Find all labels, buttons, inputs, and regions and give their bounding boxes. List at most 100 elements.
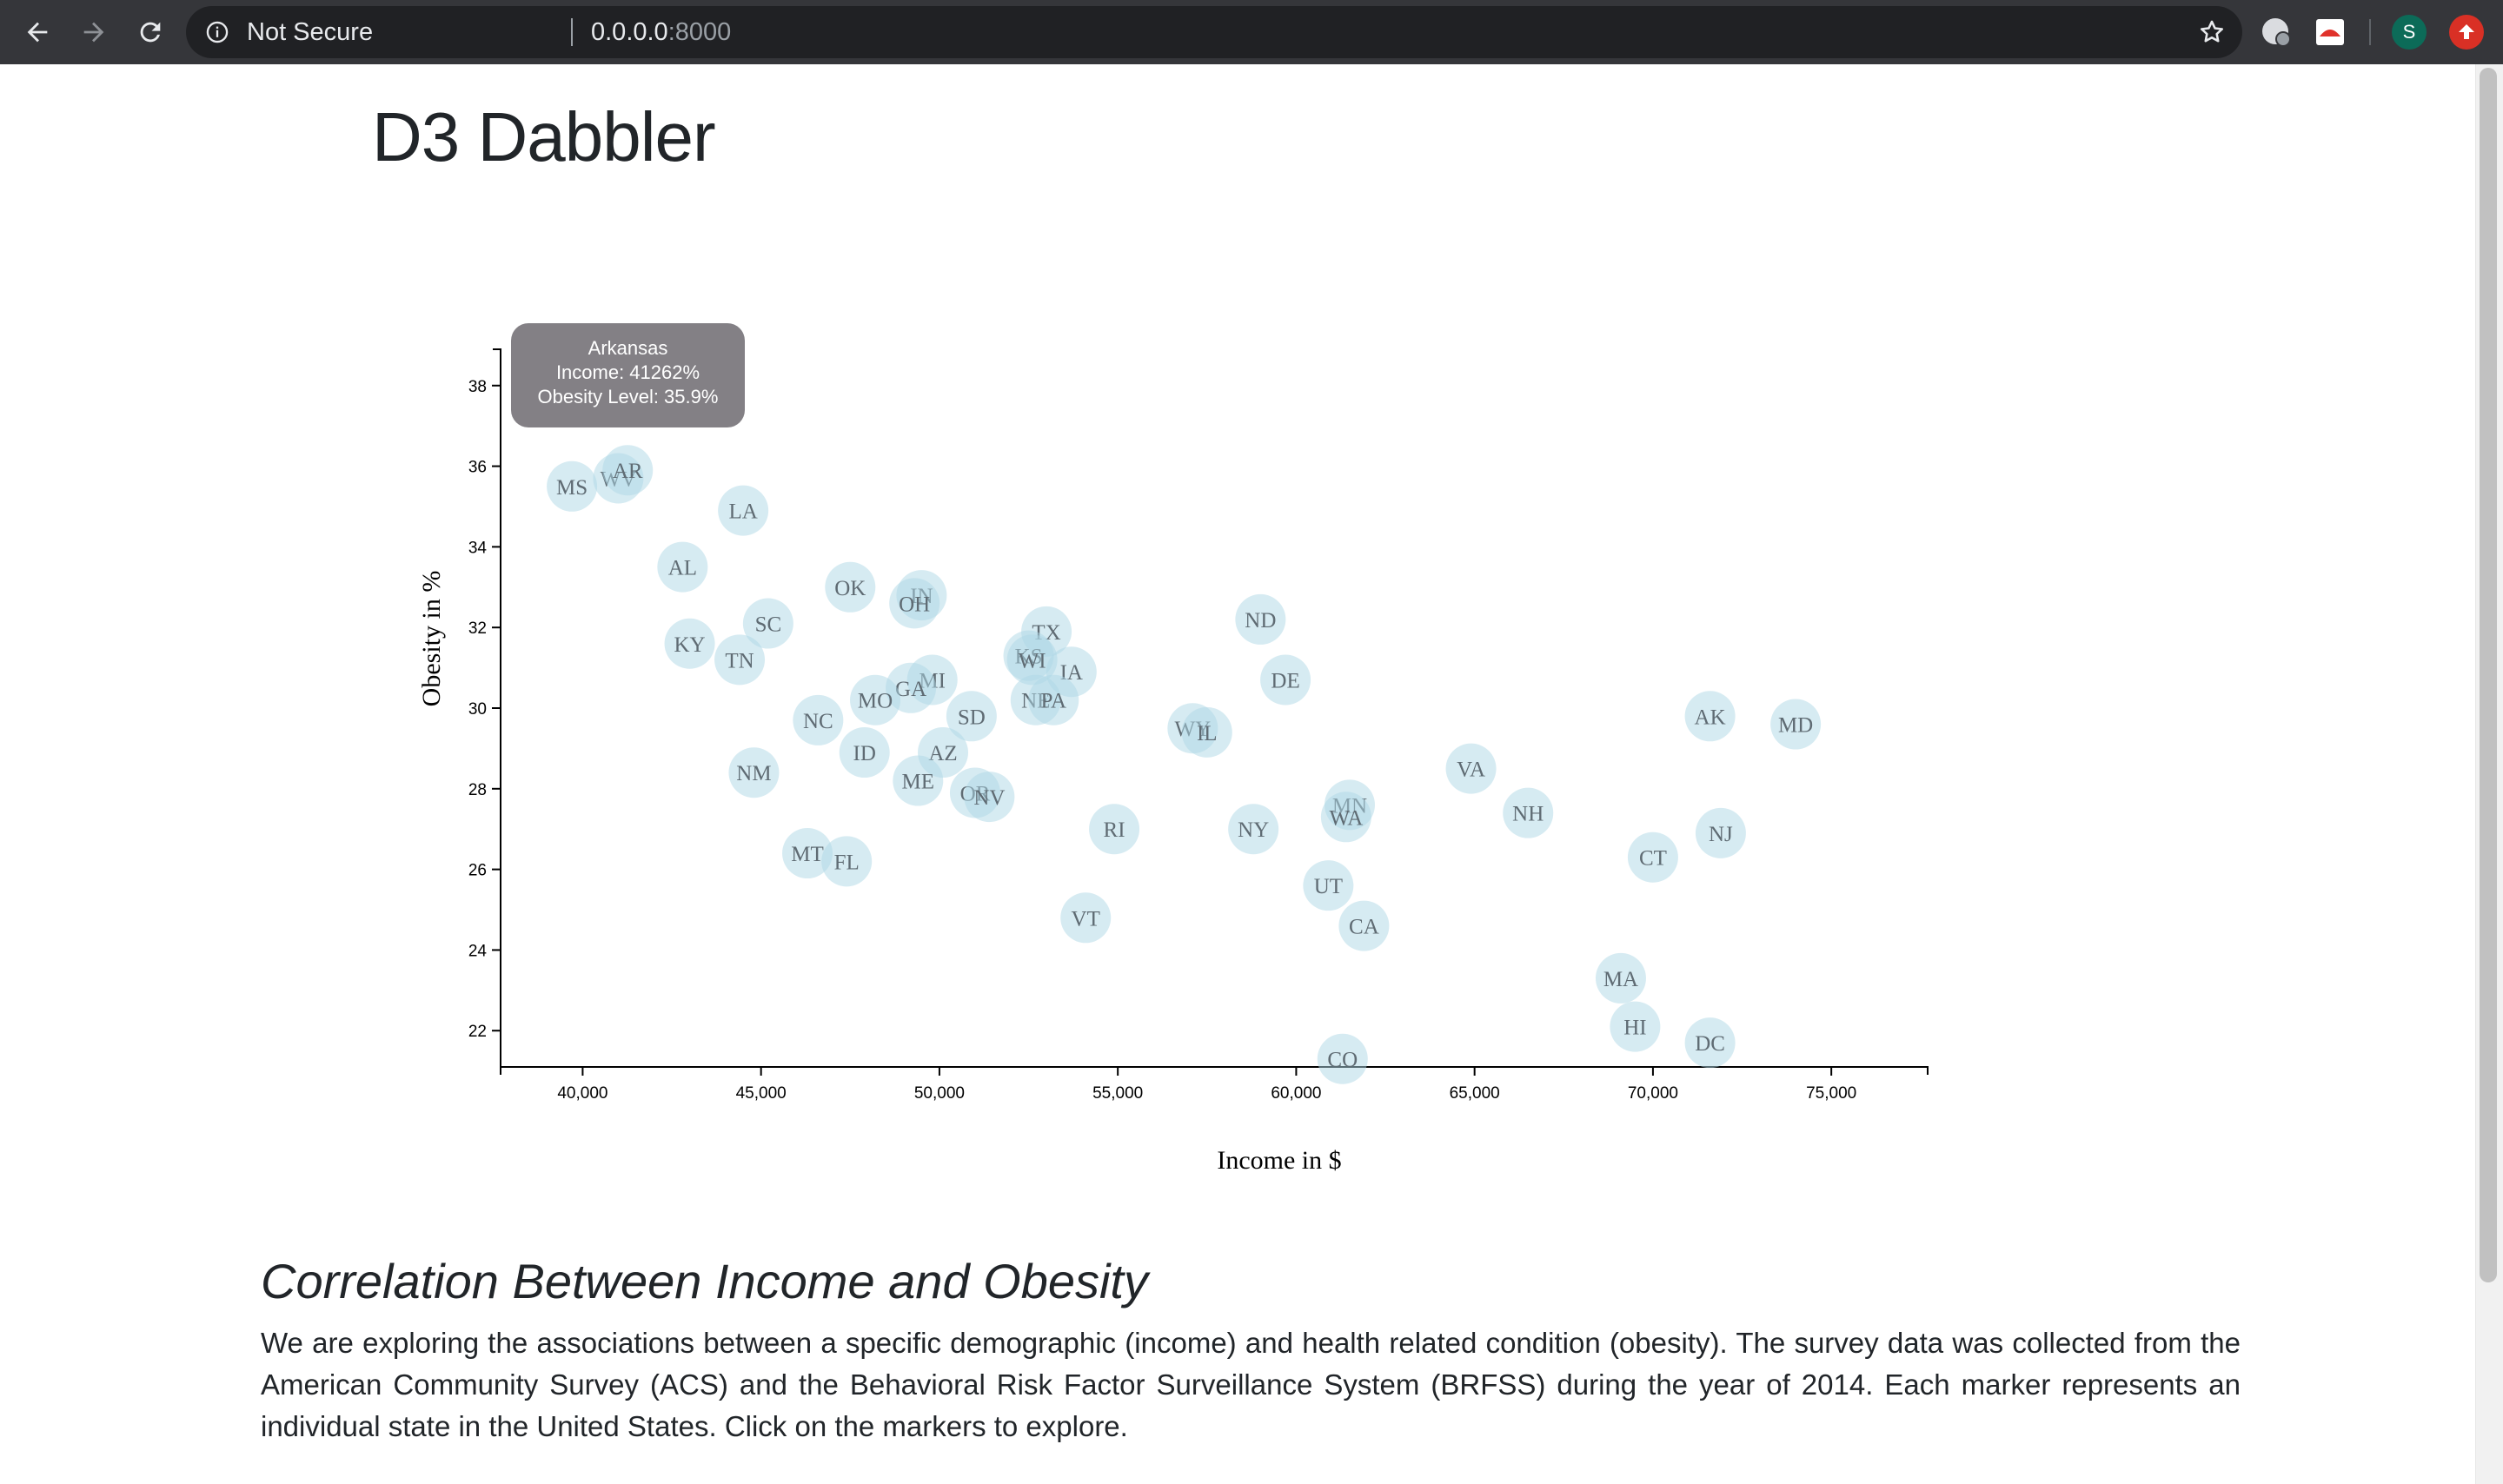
state-label: HI xyxy=(1623,1017,1646,1040)
address-bar[interactable]: Not Secure 0.0.0.0:8000 xyxy=(186,6,2242,58)
state-label: FL xyxy=(834,851,860,874)
state-marker[interactable] xyxy=(718,485,769,536)
scrollbar-thumb[interactable] xyxy=(2480,68,2497,1282)
state-marker[interactable] xyxy=(1260,654,1311,706)
state-label: ND xyxy=(1245,609,1276,633)
state-marker[interactable] xyxy=(1303,860,1354,911)
arrow-up-icon xyxy=(2459,24,2474,39)
state-marker[interactable] xyxy=(1445,743,1497,794)
state-marker[interactable] xyxy=(1028,674,1079,725)
state-marker[interactable] xyxy=(1006,634,1058,686)
state-label: AK xyxy=(1695,706,1726,729)
x-tick-label: 75,000 xyxy=(1806,1084,1856,1103)
state-label: NV xyxy=(973,786,1005,810)
state-marker[interactable] xyxy=(1770,699,1822,750)
state-marker[interactable] xyxy=(1089,804,1140,855)
state-marker[interactable] xyxy=(728,747,780,798)
extension-card-icon[interactable] xyxy=(2314,16,2347,49)
state-label: WA xyxy=(1329,806,1363,830)
state-label: MO xyxy=(858,690,893,713)
state-label: GA xyxy=(895,678,926,701)
y-tick-label: 32 xyxy=(468,619,487,638)
state-label: ME xyxy=(902,771,935,794)
state-marker[interactable] xyxy=(964,772,1015,823)
state-marker[interactable] xyxy=(1320,792,1371,843)
state-marker[interactable] xyxy=(825,561,876,613)
state-marker[interactable] xyxy=(889,578,940,629)
scatter-chart: 40,000 45,000 50,000 55,000 60,000 65,000 70,0… xyxy=(417,348,1929,1175)
state-marker[interactable] xyxy=(1228,804,1279,855)
state-label: NH xyxy=(1512,803,1544,826)
state-label: MT xyxy=(791,843,824,866)
state-label: LA xyxy=(728,500,757,524)
state-marker[interactable] xyxy=(714,634,766,686)
state-marker[interactable] xyxy=(1181,706,1232,758)
y-tick-label: 22 xyxy=(468,1023,487,1041)
state-label: ID xyxy=(853,742,876,765)
y-tick-label: 28 xyxy=(468,781,487,799)
state-marker[interactable] xyxy=(664,618,715,669)
info-icon[interactable] xyxy=(205,20,229,44)
x-tick-label: 60,000 xyxy=(1271,1084,1321,1103)
state-marker[interactable] xyxy=(850,674,901,725)
state-marker[interactable] xyxy=(946,691,997,742)
state-label: NC xyxy=(803,710,833,733)
security-status-label: Not Secure xyxy=(247,18,374,46)
tooltip: Arkansas Income: 41262% Obesity Level: 3… xyxy=(511,323,745,427)
state-marker[interactable] xyxy=(793,694,844,745)
state-marker[interactable] xyxy=(893,755,944,806)
state-label: NM xyxy=(736,762,771,785)
state-marker[interactable] xyxy=(821,836,873,887)
extension-icon[interactable] xyxy=(2260,16,2293,49)
state-marker[interactable] xyxy=(839,727,890,778)
state-marker[interactable] xyxy=(1595,952,1646,1004)
url-host: 0.0.0.0 xyxy=(591,18,668,46)
profile-avatar-button[interactable]: S xyxy=(2392,15,2427,50)
state-label: NJ xyxy=(1709,823,1733,846)
state-label: VA xyxy=(1457,759,1485,782)
y-tick-label: 38 xyxy=(468,378,487,396)
forward-button[interactable] xyxy=(70,9,117,56)
state-label: MS xyxy=(556,476,588,500)
back-button[interactable] xyxy=(14,9,61,56)
state-marker[interactable] xyxy=(1235,593,1286,645)
bookmark-star-icon[interactable] xyxy=(2197,17,2227,47)
x-tick-label: 50,000 xyxy=(914,1084,965,1103)
state-label: PA xyxy=(1040,690,1066,713)
state-label: AL xyxy=(668,557,697,580)
x-tick-label: 55,000 xyxy=(1092,1084,1143,1103)
state-marker[interactable] xyxy=(1627,831,1678,883)
browser-toolbar: Not Secure 0.0.0.0:8000 S xyxy=(0,0,2503,64)
update-button[interactable] xyxy=(2449,15,2484,50)
state-marker[interactable] xyxy=(1695,807,1746,858)
state-marker[interactable] xyxy=(1503,787,1554,838)
state-marker[interactable] xyxy=(1684,691,1736,742)
arrow-right-icon xyxy=(83,22,104,43)
state-marker[interactable] xyxy=(602,445,654,496)
y-axis-label: Obesity in % xyxy=(417,571,446,707)
url-text[interactable]: 0.0.0.0:8000 xyxy=(591,6,731,58)
state-label: TN xyxy=(725,649,754,672)
state-marker[interactable] xyxy=(742,598,793,649)
state-label: NY xyxy=(1238,818,1269,842)
omnibox-divider xyxy=(571,18,573,46)
x-tick-label: 45,000 xyxy=(736,1084,787,1103)
state-label: SC xyxy=(755,613,782,637)
y-tick-label: 36 xyxy=(468,459,487,477)
state-marker[interactable] xyxy=(1684,1017,1736,1069)
state-marker[interactable] xyxy=(782,828,833,879)
x-axis-label: Income in $ xyxy=(1217,1146,1341,1175)
state-marker[interactable] xyxy=(547,460,598,512)
state-marker[interactable] xyxy=(1338,900,1390,951)
state-marker[interactable] xyxy=(1610,1001,1661,1052)
state-label: WI xyxy=(1019,649,1046,672)
section-heading: Correlation Between Income and Obesity xyxy=(261,1254,1148,1308)
y-tick-label: 30 xyxy=(468,700,487,719)
state-marker[interactable] xyxy=(1060,892,1112,944)
x-tick-label: 70,000 xyxy=(1628,1084,1678,1103)
state-label: RI xyxy=(1104,818,1125,842)
description-paragraph: We are exploring the associations betwee… xyxy=(261,1327,2241,1442)
y-tick-label: 34 xyxy=(468,539,488,557)
state-marker[interactable] xyxy=(657,541,708,593)
state-marker[interactable] xyxy=(1317,1033,1368,1084)
